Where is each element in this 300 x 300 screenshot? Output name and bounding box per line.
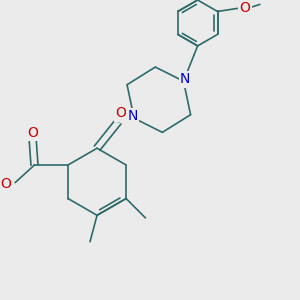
Text: O: O [239, 1, 250, 15]
Text: O: O [0, 177, 11, 191]
Text: N: N [127, 110, 137, 124]
Text: O: O [115, 106, 126, 120]
Text: N: N [180, 72, 190, 86]
Text: O: O [27, 125, 38, 140]
